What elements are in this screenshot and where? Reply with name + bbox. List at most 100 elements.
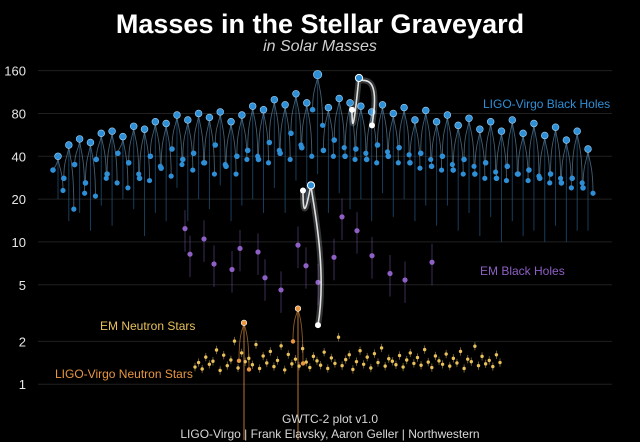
em-ns-point — [300, 346, 305, 351]
em-ns-point — [369, 366, 373, 370]
em-bh-point — [339, 214, 345, 220]
em-ns-point — [358, 349, 362, 353]
bh-remnant-point — [292, 90, 300, 98]
em-ns-point — [351, 367, 355, 372]
bh-secondary-point — [449, 161, 455, 168]
em-ns-point — [462, 366, 466, 371]
em-ns-point — [304, 360, 308, 364]
bh-secondary-point — [211, 171, 218, 177]
legend-ligo-virgo-neutron-stars: LIGO-Virgo Neutron Stars — [55, 367, 193, 381]
em-ns-point — [401, 365, 405, 369]
bh-remnant-point — [573, 127, 581, 135]
bh-primary-point — [331, 137, 338, 143]
em-ns-point — [283, 368, 287, 372]
lv-ns-secondary-point — [300, 361, 306, 366]
em-bh-point — [303, 263, 309, 269]
highlight-component-point — [349, 106, 355, 113]
highlight-remnant-point — [354, 73, 364, 83]
em-ns-point — [473, 344, 477, 348]
bh-primary-point — [201, 159, 208, 166]
bh-remnant-point — [75, 135, 84, 143]
bh-secondary-point — [309, 153, 315, 159]
em-ns-point — [405, 358, 409, 362]
em-ns-point — [279, 344, 283, 348]
bh-remnant-point — [562, 136, 571, 144]
highlight-component-point — [300, 187, 306, 194]
em-ns-point — [397, 353, 402, 358]
em-bh-point — [354, 228, 360, 234]
em-ns-point — [333, 361, 337, 366]
bh-primary-point — [136, 175, 143, 182]
em-ns-point — [415, 355, 420, 360]
bh-primary-point — [363, 156, 370, 163]
bh-remnant-point — [54, 152, 62, 160]
bh-primary-point — [472, 171, 478, 177]
bh-remnant-point — [584, 145, 592, 153]
em-ns-point — [372, 351, 377, 356]
em-ns-point — [469, 359, 473, 364]
em-ns-point — [383, 364, 387, 368]
highlight-remnant-point — [306, 181, 316, 190]
bh-primary-point — [396, 144, 402, 151]
em-ns-point — [222, 353, 226, 357]
bh-secondary-point — [547, 180, 553, 186]
em-ns-point — [225, 363, 229, 368]
bh-primary-point — [212, 142, 219, 148]
em-bh-point — [315, 279, 321, 285]
bh-remnant-point — [194, 109, 203, 118]
bh-remnant-point — [119, 132, 127, 141]
bh-remnant-point — [519, 129, 527, 138]
em-ns-point — [218, 368, 222, 373]
bh-primary-point — [255, 156, 262, 163]
em-ns-point — [494, 353, 499, 357]
bh-remnant-point — [378, 101, 387, 109]
bh-remnant-point — [551, 123, 560, 131]
bh-primary-point — [93, 156, 100, 163]
bh-secondary-point — [417, 165, 423, 171]
legend-ligo-virgo-black-holes: LIGO-Virgo Black Holes — [483, 97, 610, 111]
em-ns-point — [268, 349, 273, 354]
bh-primary-point — [298, 144, 305, 151]
em-ns-point — [275, 358, 280, 363]
em-ns-point — [243, 359, 247, 364]
em-ns-point — [254, 342, 258, 347]
bh-remnant-point — [281, 101, 289, 109]
bh-primary-point — [190, 150, 197, 157]
em-ns-point — [229, 358, 233, 362]
bh-remnant-point — [324, 103, 333, 112]
bh-remnant-point — [313, 70, 323, 80]
bh-remnant-point — [497, 127, 506, 135]
bh-primary-point — [244, 147, 251, 154]
bh-secondary-point — [319, 122, 326, 128]
bh-primary-point — [536, 175, 543, 182]
em-ns-point — [200, 367, 204, 371]
em-ns-point — [422, 347, 427, 352]
bh-secondary-point — [92, 193, 99, 199]
y-tick-label: 5 — [19, 278, 26, 293]
em-ns-point — [247, 356, 251, 361]
em-ns-point — [257, 366, 262, 371]
bh-primary-point — [547, 171, 554, 177]
bh-remnant-point — [205, 113, 214, 122]
bh-primary-point — [461, 156, 467, 163]
y-tick-label: 10 — [12, 235, 26, 250]
em-ns-point — [365, 355, 369, 359]
y-tick-label: 2 — [19, 334, 26, 349]
em-ns-point — [318, 363, 323, 367]
lv-ns-secondary-point — [246, 367, 252, 372]
em-ns-point — [265, 361, 269, 365]
em-ns-point — [293, 357, 298, 361]
y-tick-label: 20 — [12, 192, 26, 207]
bh-remnant-point — [486, 117, 495, 126]
bh-remnant-point — [400, 103, 408, 112]
bh-remnant-point — [86, 138, 95, 147]
y-tick-label: 40 — [12, 149, 26, 164]
bh-remnant-point — [151, 117, 160, 126]
bh-primary-point — [526, 167, 532, 173]
bh-remnant-point — [530, 119, 538, 128]
credit-authors: LIGO-Virgo | Frank Elavsky, Aaron Geller… — [180, 427, 479, 441]
bh-remnant-point — [259, 106, 268, 114]
bh-remnant-point — [108, 127, 116, 135]
em-ns-point — [236, 366, 240, 370]
legend-em-neutron-stars: EM Neutron Stars — [100, 319, 195, 333]
